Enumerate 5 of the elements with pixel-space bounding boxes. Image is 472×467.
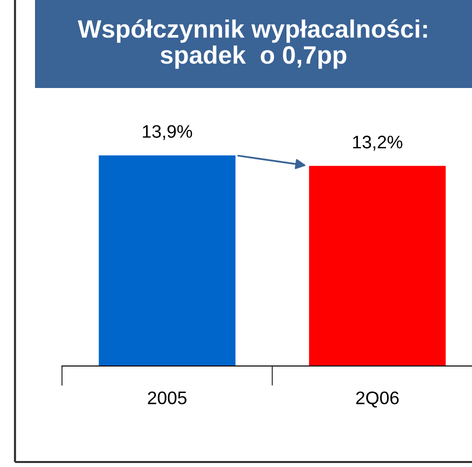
x-tick-label: 2005 [148,391,186,404]
chart-title: Współczynnik wypłacalności: spadek o 0,7pp [78,19,427,69]
data-label: 13,9% [142,125,192,140]
x-tick-label: 2Q06 [356,391,399,408]
data-label: 13,2% [353,136,402,151]
